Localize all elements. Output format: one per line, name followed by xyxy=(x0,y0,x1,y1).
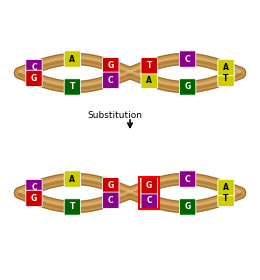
Text: C: C xyxy=(31,183,37,192)
Text: A: A xyxy=(223,63,229,72)
FancyBboxPatch shape xyxy=(218,179,234,196)
FancyBboxPatch shape xyxy=(64,51,81,67)
FancyBboxPatch shape xyxy=(218,190,234,207)
Text: C: C xyxy=(146,196,152,205)
FancyBboxPatch shape xyxy=(26,190,42,207)
Text: C: C xyxy=(31,63,37,72)
FancyBboxPatch shape xyxy=(179,51,196,67)
FancyBboxPatch shape xyxy=(103,72,119,88)
Text: T: T xyxy=(70,202,75,211)
FancyBboxPatch shape xyxy=(26,59,42,76)
FancyBboxPatch shape xyxy=(64,79,81,95)
Text: G: G xyxy=(185,83,191,92)
FancyBboxPatch shape xyxy=(103,57,119,74)
Text: C: C xyxy=(108,76,114,85)
Text: C: C xyxy=(108,196,114,205)
FancyBboxPatch shape xyxy=(26,179,42,196)
FancyBboxPatch shape xyxy=(64,199,81,215)
FancyBboxPatch shape xyxy=(141,192,157,209)
Text: A: A xyxy=(69,174,75,183)
FancyBboxPatch shape xyxy=(141,178,157,194)
Text: G: G xyxy=(31,74,37,83)
Text: A: A xyxy=(69,55,75,64)
FancyBboxPatch shape xyxy=(64,171,81,187)
Text: C: C xyxy=(185,55,190,64)
Text: A: A xyxy=(223,183,229,192)
FancyBboxPatch shape xyxy=(103,192,119,209)
FancyBboxPatch shape xyxy=(103,178,119,194)
FancyBboxPatch shape xyxy=(26,70,42,87)
Text: T: T xyxy=(147,61,152,70)
FancyBboxPatch shape xyxy=(179,171,196,187)
FancyBboxPatch shape xyxy=(218,59,234,76)
Text: G: G xyxy=(31,194,37,203)
Text: T: T xyxy=(70,83,75,92)
Text: A: A xyxy=(146,76,152,85)
FancyBboxPatch shape xyxy=(179,79,196,95)
FancyBboxPatch shape xyxy=(179,199,196,215)
Text: G: G xyxy=(108,61,114,70)
Text: C: C xyxy=(185,174,190,183)
Text: T: T xyxy=(223,74,229,83)
Text: G: G xyxy=(108,181,114,190)
FancyBboxPatch shape xyxy=(218,70,234,87)
Text: G: G xyxy=(185,202,191,211)
Bar xyxy=(139,177,159,209)
Text: T: T xyxy=(223,194,229,203)
FancyBboxPatch shape xyxy=(141,57,157,74)
Text: Substitution: Substitution xyxy=(88,111,142,120)
Text: G: G xyxy=(146,181,152,190)
FancyBboxPatch shape xyxy=(141,72,157,88)
